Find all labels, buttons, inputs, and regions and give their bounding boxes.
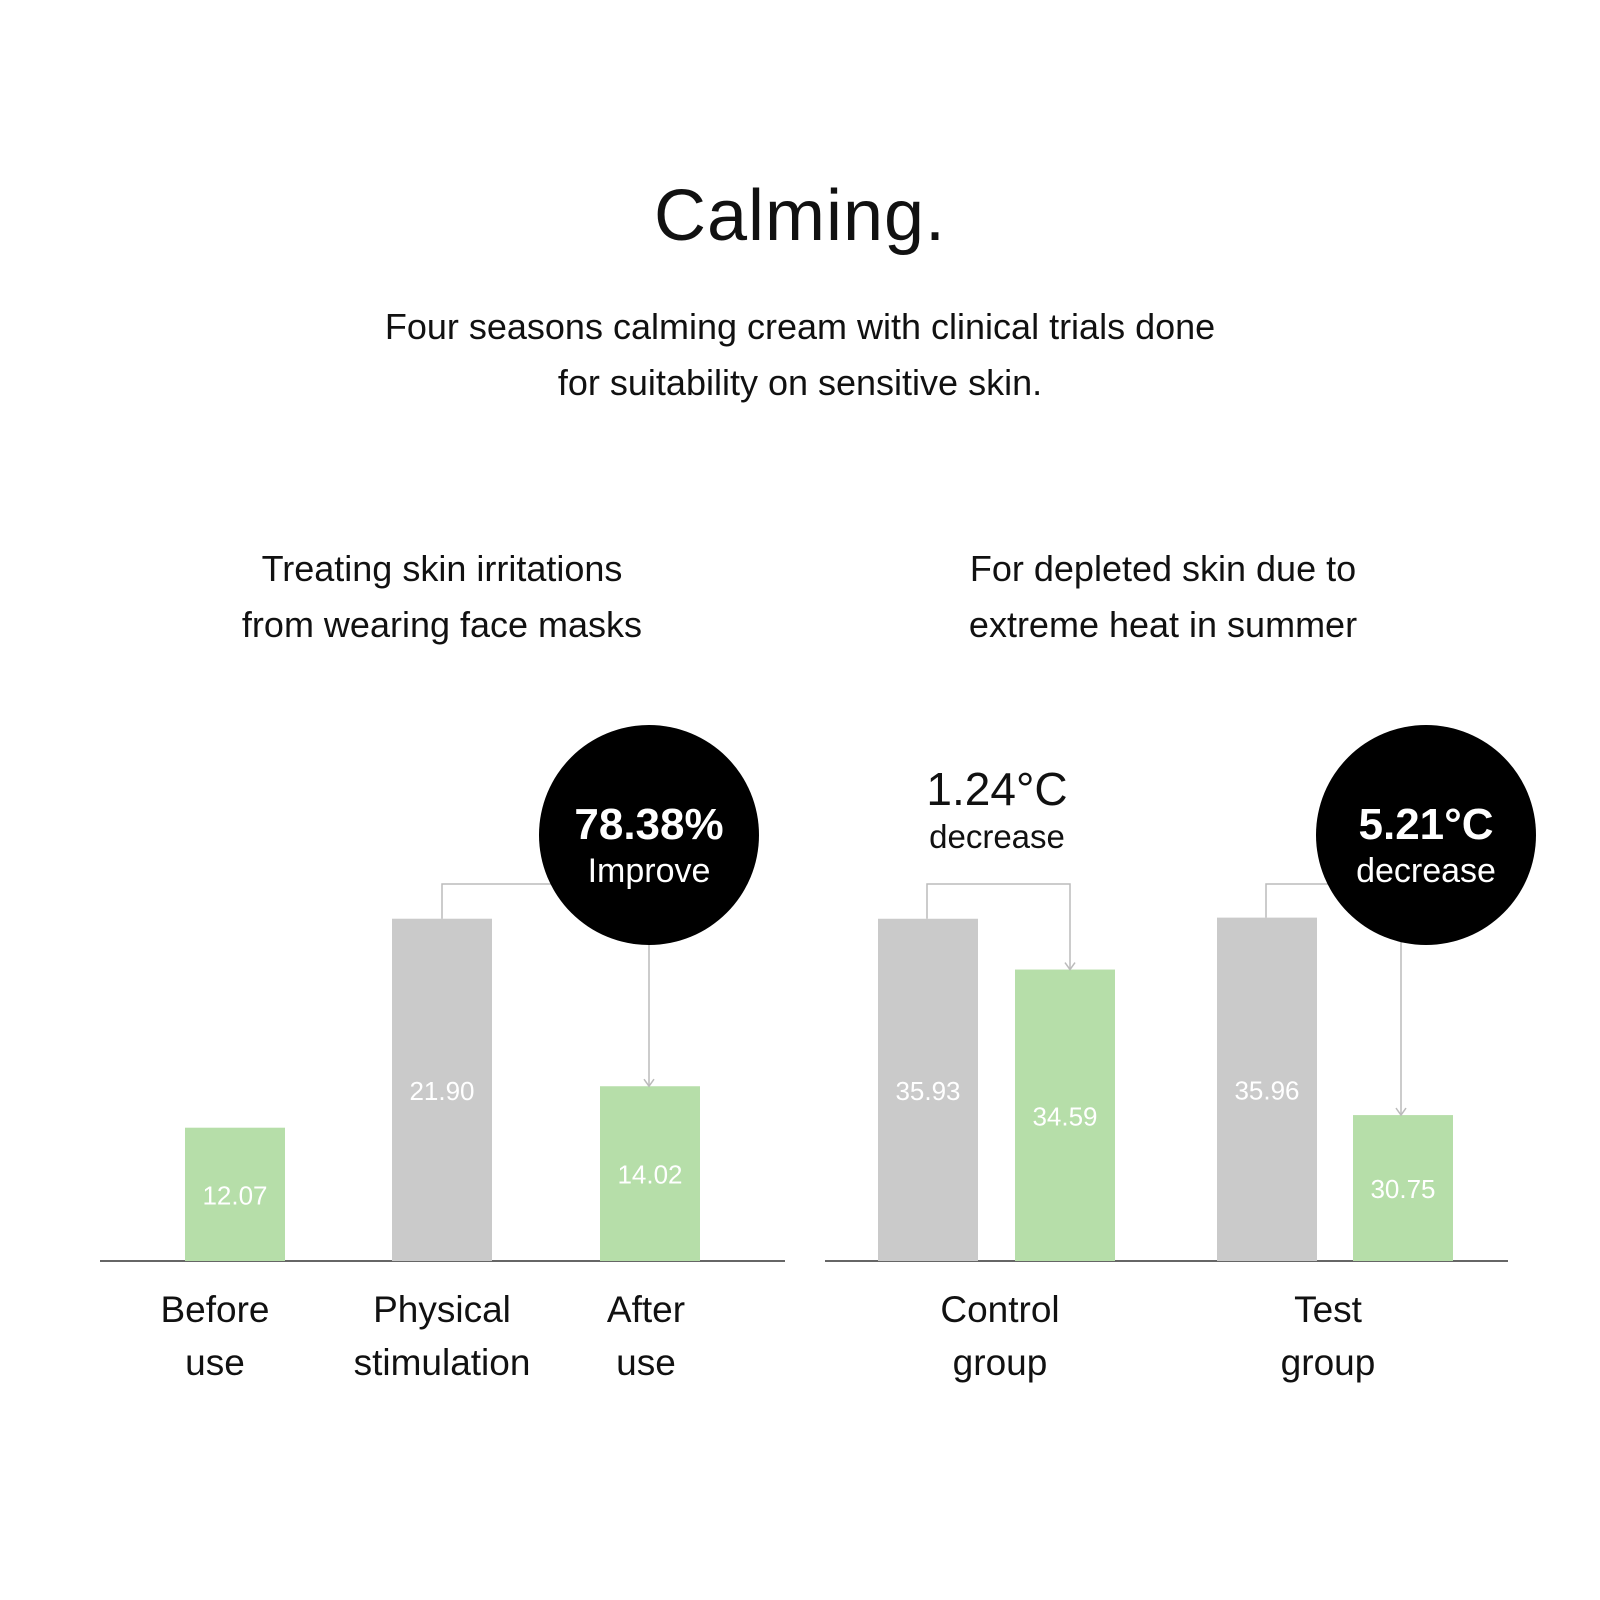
bar-value-label: 35.93 <box>895 1076 960 1106</box>
test-badge-circle <box>1316 725 1536 945</box>
bar-34.59 <box>1015 969 1115 1261</box>
improve-badge-value: 78.38% <box>574 800 724 849</box>
connector-control-arrow-icon <box>1064 962 1076 971</box>
bar-value-label: 14.02 <box>617 1160 682 1190</box>
bar-value-label: 35.96 <box>1234 1075 1299 1105</box>
chart1-title-line-1: Treating skin irritations <box>261 548 623 589</box>
category-label-before-use: Before use <box>160 1289 270 1383</box>
bar-value-label: 12.07 <box>202 1180 267 1210</box>
connector-test-b-arrow-icon <box>1395 1107 1407 1117</box>
category-label-test-group: Test group <box>1280 1289 1376 1383</box>
bar-value-label: 21.90 <box>409 1076 474 1106</box>
category-label-physical-stimulation: Physical stimulation <box>353 1289 531 1383</box>
connector-test-a <box>1265 883 1340 918</box>
bar-21.90 <box>392 918 492 1261</box>
category-label-control-group: Control group <box>940 1289 1060 1383</box>
chart1-title-line-2: from wearing face masks <box>241 604 643 645</box>
test-badge-value: 5.21°C <box>1358 800 1494 849</box>
category-label-after-use: After use <box>606 1289 686 1383</box>
bar-30.75 <box>1353 1115 1453 1261</box>
chart2-title-line-1: For depleted skin due to <box>969 548 1357 589</box>
bar-35.93 <box>878 918 978 1261</box>
bar-14.02 <box>600 1086 700 1261</box>
improve-badge-circle <box>539 725 759 945</box>
connector-control <box>926 883 1071 970</box>
bar-value-label: 30.75 <box>1370 1174 1435 1204</box>
bar-12.07 <box>185 1127 285 1261</box>
subtitle-line-1: Four seasons calming cream with clinical… <box>384 306 1216 347</box>
test-badge-label: decrease <box>1356 852 1496 890</box>
improve-badge-label: Improve <box>587 852 711 890</box>
page-title: Calming. <box>653 176 947 256</box>
bar-value-label: 34.59 <box>1032 1101 1097 1131</box>
bar-35.96 <box>1217 917 1317 1261</box>
connector-left-a <box>441 883 560 919</box>
subtitle-line-2: for suitability on sensitive skin. <box>557 362 1043 403</box>
control-annotation-label: decrease <box>929 818 1065 855</box>
chart2-title-line-2: extreme heat in summer <box>968 604 1358 645</box>
control-annotation-value: 1.24°C <box>926 763 1068 815</box>
